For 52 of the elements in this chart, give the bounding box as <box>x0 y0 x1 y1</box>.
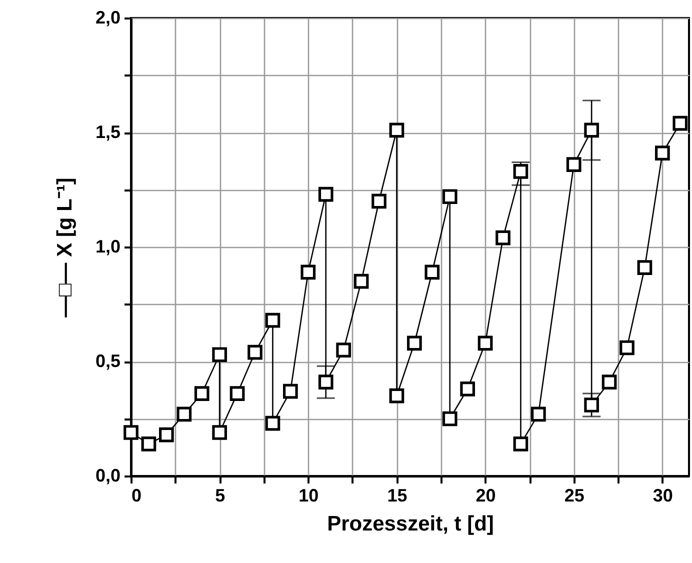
point <box>584 398 599 412</box>
point <box>460 382 475 396</box>
point <box>194 386 210 401</box>
point <box>389 122 404 138</box>
point <box>637 260 652 276</box>
point <box>442 189 458 204</box>
point <box>318 186 334 202</box>
y-tick-label: 1,0 <box>95 236 120 256</box>
x-tick-label: 5 <box>215 486 226 506</box>
point <box>159 427 174 442</box>
point <box>124 425 138 440</box>
point <box>655 146 670 161</box>
point <box>248 344 262 360</box>
point <box>141 436 156 452</box>
x-tick-label: 20 <box>476 486 496 506</box>
point <box>265 416 280 431</box>
x-tick-label: 25 <box>564 486 584 506</box>
point <box>318 374 334 390</box>
point <box>672 116 688 131</box>
point <box>372 194 386 209</box>
y-tick-label: 0,0 <box>95 466 120 486</box>
point <box>407 336 422 351</box>
point <box>176 406 192 422</box>
point <box>513 436 528 452</box>
x-tick-label: 0 <box>132 486 142 506</box>
x-tick-label: 30 <box>652 486 673 506</box>
point <box>230 386 245 401</box>
point <box>531 406 546 422</box>
point <box>478 336 493 351</box>
point <box>602 374 617 390</box>
point <box>620 340 634 356</box>
x-tick-label: 15 <box>387 486 408 506</box>
point <box>212 425 227 440</box>
point <box>389 388 404 404</box>
point <box>566 157 582 172</box>
y-tick-label: 2,0 <box>95 8 120 28</box>
y-tick-label: 1,5 <box>95 122 120 142</box>
point <box>584 122 599 138</box>
point <box>212 347 227 362</box>
x-axis-title: Prozesszeit, t [d] <box>327 512 494 536</box>
y-tick-label: 0,5 <box>95 351 120 371</box>
point <box>442 411 458 426</box>
point <box>336 342 351 358</box>
point <box>354 274 369 289</box>
y-axis-title: —□— X [g L⁻¹] <box>53 178 76 318</box>
x-tick-label: 10 <box>298 486 319 506</box>
point <box>424 264 440 280</box>
point <box>496 230 510 246</box>
point <box>513 164 528 179</box>
point <box>265 312 280 328</box>
point <box>300 264 316 280</box>
point <box>283 384 298 399</box>
